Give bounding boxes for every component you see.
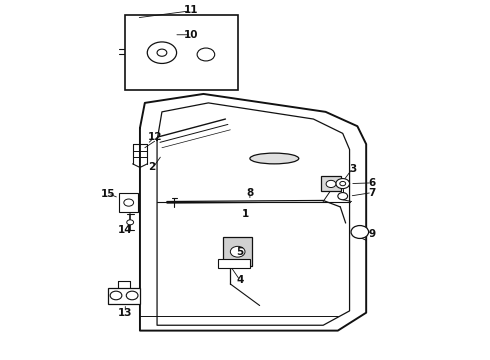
Text: 14: 14 xyxy=(118,225,133,235)
Circle shape xyxy=(230,246,245,257)
Circle shape xyxy=(110,291,122,300)
Circle shape xyxy=(124,199,134,206)
Text: 4: 4 xyxy=(237,275,244,285)
Bar xyxy=(108,288,140,304)
Circle shape xyxy=(340,181,345,186)
Text: 5: 5 xyxy=(237,247,244,257)
Circle shape xyxy=(127,220,134,225)
Circle shape xyxy=(147,42,176,63)
Text: 2: 2 xyxy=(148,162,156,172)
Bar xyxy=(321,176,341,192)
Bar xyxy=(125,15,238,90)
Circle shape xyxy=(351,226,368,238)
Circle shape xyxy=(338,193,347,200)
Bar xyxy=(218,259,250,268)
Text: 1: 1 xyxy=(242,209,248,219)
Text: 6: 6 xyxy=(368,178,376,188)
Circle shape xyxy=(336,179,349,189)
Text: 9: 9 xyxy=(368,229,376,239)
Text: 12: 12 xyxy=(147,132,162,142)
Text: 15: 15 xyxy=(101,189,116,199)
Text: 8: 8 xyxy=(246,188,253,198)
Circle shape xyxy=(157,49,167,56)
Bar xyxy=(223,237,252,266)
Text: 7: 7 xyxy=(368,188,376,198)
Circle shape xyxy=(197,48,215,61)
Circle shape xyxy=(326,180,336,188)
Text: 3: 3 xyxy=(349,163,356,174)
Text: 13: 13 xyxy=(118,308,132,318)
Bar xyxy=(119,193,139,212)
Text: 10: 10 xyxy=(184,30,198,40)
Text: 11: 11 xyxy=(184,5,198,15)
Ellipse shape xyxy=(250,153,299,164)
Circle shape xyxy=(126,291,138,300)
